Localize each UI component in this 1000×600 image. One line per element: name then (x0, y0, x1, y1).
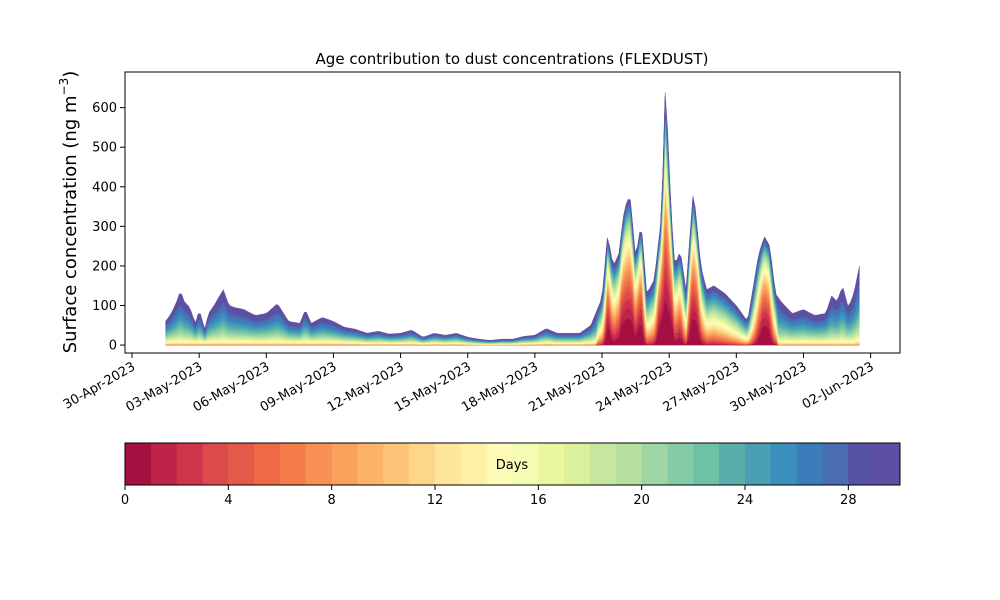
colorbar-swatch (331, 443, 358, 485)
y-axis-label-main: Surface concentration (ng m (60, 95, 81, 353)
colorbar-label: Days (496, 458, 529, 473)
colorbar-swatch (280, 443, 307, 485)
x-tick-label: 02-Jun-2023 (800, 359, 877, 412)
colorbar-swatch (435, 443, 462, 485)
colorbar-tick-label: 16 (530, 493, 547, 508)
colorbar-swatch (125, 443, 152, 485)
colorbar-swatch (202, 443, 229, 485)
colorbar-swatch (745, 443, 772, 485)
y-tick-label: 500 (92, 141, 117, 156)
colorbar-swatch (460, 443, 488, 485)
colorbar-swatch (796, 443, 823, 485)
colorbar-swatch (305, 443, 333, 485)
colorbar-swatch (150, 443, 178, 485)
y-tick-label: 400 (92, 180, 117, 195)
colorbar-axis: 0 4 8 12 16 20 24 28 (121, 485, 857, 508)
colorbar-tick-label: 24 (737, 493, 754, 508)
colorbar-swatch (383, 443, 410, 485)
x-tick-label: 30-May-2023 (728, 359, 810, 415)
colorbar-swatch (719, 443, 746, 485)
stacked-area-plot (165, 92, 860, 346)
colorbar-swatch (615, 443, 643, 485)
colorbar (125, 443, 901, 485)
colorbar-frame (124, 442, 901, 486)
x-axis: 30-Apr-202303-May-202306-May-202309-May-… (61, 353, 877, 415)
colorbar-swatch (357, 443, 384, 485)
colorbar-tick-label: 20 (633, 493, 650, 508)
chart-title: Age contribution to dust concentrations … (316, 50, 709, 68)
colorbar-swatch (176, 443, 203, 485)
colorbar-swatch (254, 443, 281, 485)
colorbar-swatch (693, 443, 720, 485)
y-tick-label: 600 (92, 101, 117, 116)
colorbar-swatch (822, 443, 849, 485)
y-tick-label: 300 (92, 220, 117, 235)
colorbar-swatch (848, 443, 875, 485)
y-tick-label: 200 (92, 259, 117, 274)
colorbar-swatch (641, 443, 668, 485)
y-tick-label: 100 (92, 299, 117, 314)
colorbar-tick-label: 8 (328, 493, 336, 508)
colorbar-swatch (564, 443, 591, 485)
colorbar-tick-label: 4 (224, 493, 232, 508)
colorbar-swatch (770, 443, 798, 485)
y-axis-label-close: ) (60, 71, 81, 78)
colorbar-swatch (512, 443, 539, 485)
y-tick-label: 0 (109, 339, 117, 354)
plot-frame (124, 71, 901, 354)
colorbar-swatch (874, 443, 901, 485)
colorbar-swatch (667, 443, 694, 485)
colorbar-tick-label: 28 (840, 493, 857, 508)
y-axis-label-superscript: −3 (57, 78, 71, 96)
colorbar-swatch (486, 443, 513, 485)
colorbar-tick-label: 12 (427, 493, 444, 508)
colorbar-tick-label: 0 (121, 493, 129, 508)
colorbar-swatch (409, 443, 436, 485)
y-axis-label: Surface concentration (ng m−3) (57, 71, 81, 354)
age-band-29 (165, 92, 860, 341)
colorbar-swatch (538, 443, 565, 485)
y-axis: 0 100 200 300 400 500 600 (92, 101, 125, 354)
colorbar-swatch (228, 443, 255, 485)
colorbar-swatch (590, 443, 617, 485)
